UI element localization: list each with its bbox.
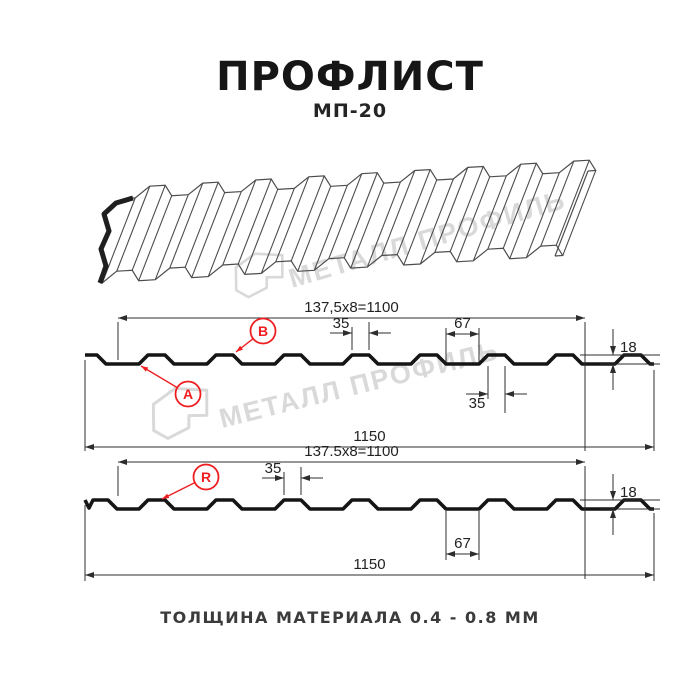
callout-letter: A xyxy=(183,386,193,402)
dim-label: 18 xyxy=(620,484,637,501)
dim-label: 67 xyxy=(454,535,471,552)
dim-label: 35 xyxy=(469,395,486,412)
dim-label: 1150 xyxy=(353,556,385,573)
dim-label: 137,5x8=1100 xyxy=(304,299,398,316)
callout-letter: R xyxy=(201,469,211,485)
dim-crest: 35 xyxy=(262,460,323,495)
dim-label: 35 xyxy=(265,460,282,477)
dim-label: 137.5x8=1100 xyxy=(304,443,398,460)
watermark-text: МЕТАЛЛ ПРОФИЛЬ xyxy=(285,184,569,293)
section-bottom: 137.5x8=1100 1150 35 67 18 R xyxy=(83,443,660,581)
dim-label: 1150 xyxy=(353,428,385,445)
sheet-3d-illustration xyxy=(97,159,597,284)
dim-height: 18 xyxy=(580,329,660,390)
page-title: ПРОФЛИСТ xyxy=(216,54,484,100)
dim-label: 35 xyxy=(333,315,350,332)
watermark-lower: МЕТАЛЛ ПРОФИЛЬ xyxy=(151,335,502,440)
mp-logo-watermark xyxy=(234,252,284,299)
dim-crest: 35 xyxy=(330,315,391,350)
dim-module: 137.5x8=1100 xyxy=(117,443,586,579)
dim-label: 67 xyxy=(454,315,471,332)
dim-valley: 67 xyxy=(445,511,480,560)
dim-height: 18 xyxy=(580,474,660,535)
sheet-far-edge xyxy=(132,159,597,199)
material-thickness-note: ТОЛЩИНА МАТЕРИАЛА 0.4 - 0.8 ММ xyxy=(160,608,540,627)
watermark-upper: МЕТАЛЛ ПРОФИЛЬ xyxy=(234,184,570,299)
sheet-cut-edge xyxy=(97,195,134,284)
sheet-near-edge xyxy=(99,244,564,284)
callout-letter: B xyxy=(258,323,268,339)
watermark-text: МЕТАЛЛ ПРОФИЛЬ xyxy=(216,335,502,434)
callout-a: A xyxy=(140,365,202,408)
callout-r: R xyxy=(161,463,220,500)
dim-crest-bottom: 35 xyxy=(466,366,527,413)
profile-model-subtitle: МП-20 xyxy=(312,100,388,122)
section-top: 137,5x8=1100 1150 35 67 35 18 A B xyxy=(84,299,660,451)
callout-b: B xyxy=(235,317,277,353)
profile-outline xyxy=(83,498,654,511)
dim-label: 18 xyxy=(620,339,637,356)
dim-overall: 1150 xyxy=(84,505,655,581)
dim-module: 137,5x8=1100 xyxy=(117,299,586,451)
dim-valley: 67 xyxy=(445,315,480,362)
dim-overall: 1150 xyxy=(84,360,655,451)
mp-logo-watermark xyxy=(151,386,209,440)
profile-outline xyxy=(85,353,654,366)
